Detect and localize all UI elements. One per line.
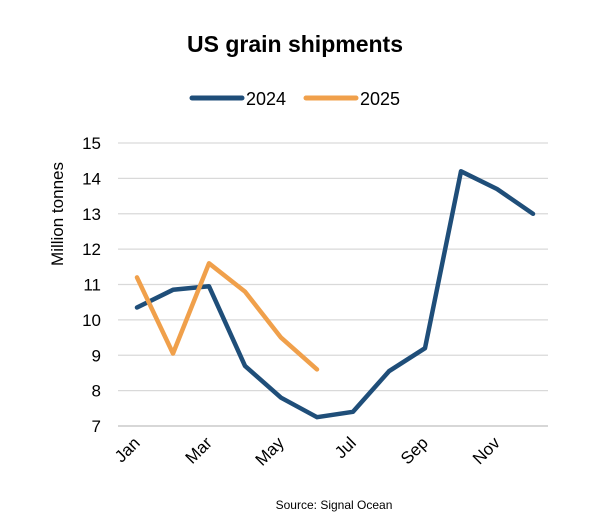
y-tick-label: 15	[82, 134, 101, 153]
gridlines	[118, 142, 548, 427]
y-tick-label: 11	[83, 276, 101, 295]
x-tick-label: Nov	[469, 433, 504, 468]
series-lines	[134, 169, 536, 420]
x-tick-label: May	[252, 433, 288, 469]
legend-label-2024: 2024	[246, 89, 286, 109]
y-axis-label: Million tonnes	[48, 162, 67, 266]
y-tick-label: 7	[92, 417, 101, 436]
x-tick-label: Mar	[182, 433, 216, 467]
source-note: Source: Signal Ocean	[276, 498, 393, 512]
y-tick-labels: 7 8 9 10 11 12 13 14 15	[82, 134, 101, 436]
x-tick-label: Sep	[397, 433, 432, 468]
x-tick-label: Jan	[111, 433, 144, 466]
y-tick-label: 14	[82, 169, 101, 188]
y-tick-label: 10	[82, 311, 101, 330]
x-tick-label: Jul	[331, 433, 360, 462]
series-line-2024	[134, 169, 536, 420]
y-tick-label: 8	[92, 382, 101, 401]
y-tick-label: 9	[92, 346, 101, 365]
x-tick-labels: Jan Mar May Jul Sep Nov	[111, 433, 504, 470]
legend: 2024 2025	[189, 89, 400, 109]
series-line-2025	[134, 261, 320, 372]
y-tick-label: 13	[82, 205, 101, 224]
chart-title: US grain shipments	[187, 31, 403, 57]
legend-label-2025: 2025	[360, 89, 400, 109]
y-tick-label: 12	[82, 240, 101, 259]
